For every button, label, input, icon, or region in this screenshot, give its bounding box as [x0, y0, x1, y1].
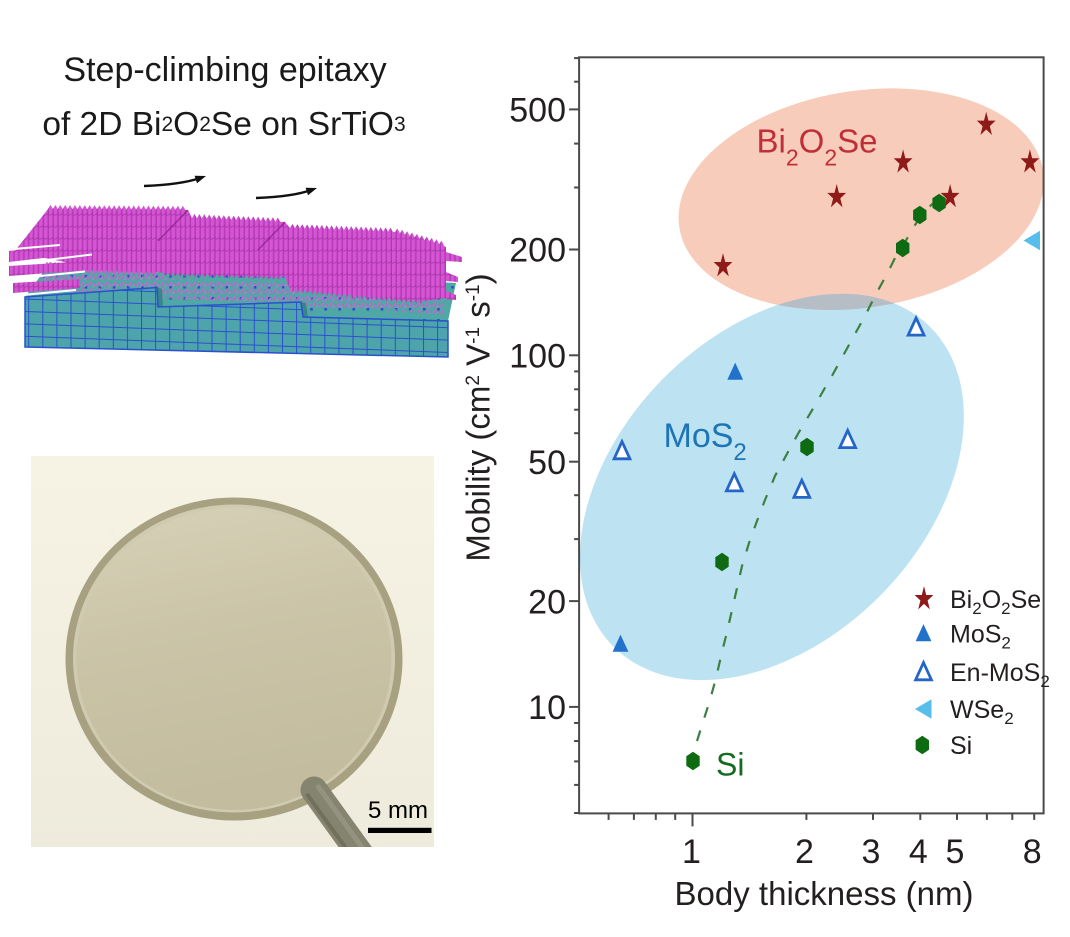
svg-text:5 mm: 5 mm — [368, 797, 428, 824]
svg-text:En-MoS2: En-MoS2 — [950, 659, 1050, 691]
svg-text:200: 200 — [509, 232, 566, 270]
svg-text:Mobility (cm2 V-1 s-1): Mobility (cm2 V-1 s-1) — [459, 273, 496, 561]
svg-text:500: 500 — [509, 92, 566, 130]
svg-text:of 2D Bi2O2Se on SrTiO3: of 2D Bi2O2Se on SrTiO3 — [42, 106, 405, 143]
svg-text:Si: Si — [716, 747, 744, 783]
svg-text:4: 4 — [909, 833, 928, 871]
svg-text:MoS2: MoS2 — [950, 621, 1011, 653]
svg-text:8: 8 — [1023, 833, 1042, 871]
svg-text:2: 2 — [795, 833, 814, 871]
svg-text:3: 3 — [862, 833, 881, 871]
svg-text:WSe2: WSe2 — [950, 696, 1014, 728]
svg-text:1: 1 — [682, 833, 701, 871]
svg-text:Step-climbing epitaxy: Step-climbing epitaxy — [63, 51, 386, 89]
svg-text:10: 10 — [528, 689, 566, 727]
svg-text:5: 5 — [946, 833, 965, 871]
svg-text:20: 20 — [528, 583, 566, 621]
svg-text:50: 50 — [528, 444, 566, 482]
svg-text:Bi2O2Se: Bi2O2Se — [950, 586, 1041, 618]
svg-text:Body thickness (nm): Body thickness (nm) — [675, 875, 974, 912]
svg-text:100: 100 — [509, 338, 566, 376]
svg-text:Si: Si — [950, 732, 972, 760]
